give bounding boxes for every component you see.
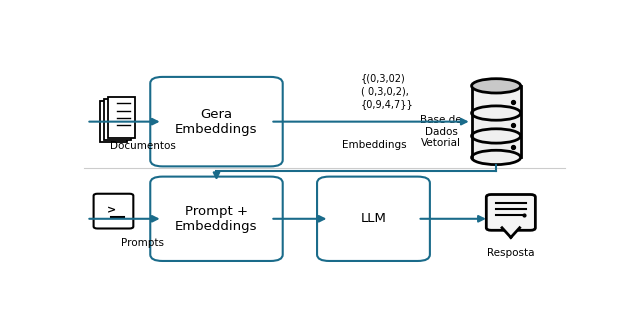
FancyBboxPatch shape: [150, 177, 283, 261]
Ellipse shape: [472, 106, 520, 120]
Bar: [472, 86, 520, 113]
FancyBboxPatch shape: [94, 194, 134, 228]
Bar: [472, 86, 520, 157]
Text: >: >: [106, 205, 116, 215]
FancyBboxPatch shape: [104, 99, 131, 140]
Polygon shape: [502, 228, 520, 237]
Text: Gera
Embeddings: Gera Embeddings: [175, 108, 258, 136]
Ellipse shape: [472, 79, 520, 93]
Text: Documentos: Documentos: [110, 141, 176, 151]
Text: Base de
Dados
Vetorial: Base de Dados Vetorial: [420, 115, 462, 148]
Text: {(0,3,02)
( 0,3,0,2),
{0,9,4,7}}: {(0,3,02) ( 0,3,0,2), {0,9,4,7}}: [361, 73, 414, 110]
Text: Resposta: Resposta: [487, 248, 535, 258]
Text: Prompts: Prompts: [122, 238, 165, 248]
Ellipse shape: [472, 150, 520, 165]
Text: Embeddings: Embeddings: [342, 139, 406, 149]
FancyBboxPatch shape: [150, 77, 283, 166]
FancyBboxPatch shape: [317, 177, 430, 261]
Ellipse shape: [472, 129, 520, 143]
FancyBboxPatch shape: [108, 97, 135, 138]
Text: Prompt +
Embeddings: Prompt + Embeddings: [175, 205, 258, 233]
FancyBboxPatch shape: [100, 101, 127, 142]
FancyBboxPatch shape: [486, 195, 536, 230]
Text: LLM: LLM: [361, 212, 386, 225]
Bar: [472, 113, 520, 136]
Bar: [472, 136, 520, 157]
